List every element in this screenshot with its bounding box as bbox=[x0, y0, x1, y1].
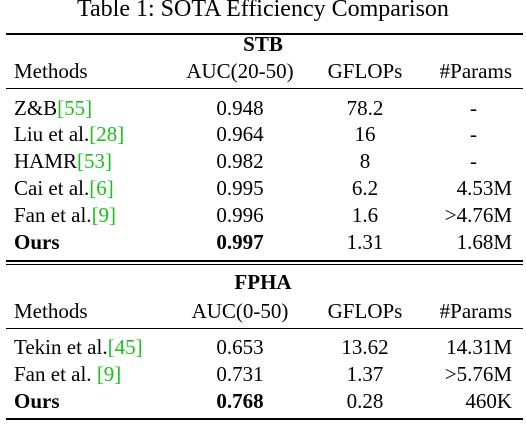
table-row: HAMR[53] 0.982 8 - bbox=[0, 148, 526, 174]
fpha-header-rule bbox=[6, 328, 523, 329]
fpha-header-params: #Params bbox=[439, 299, 512, 323]
gflops-value: 1.31 bbox=[346, 230, 384, 254]
mid-rule-a bbox=[6, 260, 523, 262]
params-value: - bbox=[470, 122, 477, 146]
fpha-header-auc: AUC(0-50) bbox=[191, 299, 289, 323]
auc-value: 0.768 bbox=[216, 389, 264, 413]
method-name: Cai et al. bbox=[14, 176, 90, 200]
gflops-value: 13.62 bbox=[341, 335, 389, 359]
table-row: Liu et al.[28] 0.964 16 - bbox=[0, 121, 526, 147]
table-row: Fan et al. [9] 0.731 1.37 >5.76M bbox=[0, 361, 526, 387]
citation-link[interactable]: [9] bbox=[91, 203, 117, 227]
stb-header-methods: Methods bbox=[14, 59, 88, 83]
citation-link[interactable]: [9] bbox=[96, 362, 122, 386]
params-value: 14.31M bbox=[446, 335, 512, 359]
params-value: >5.76M bbox=[444, 362, 512, 386]
table-row: Z&B[55] 0.948 78.2 - bbox=[0, 95, 526, 121]
stb-section-title: STB bbox=[243, 32, 283, 56]
fpha-header-row: Methods AUC(0-50) GFLOPs #Params bbox=[0, 298, 526, 324]
gflops-value: 1.6 bbox=[351, 203, 379, 227]
params-value: - bbox=[470, 96, 477, 120]
auc-value: 0.653 bbox=[216, 335, 264, 359]
method-name: Tekin et al. bbox=[14, 335, 108, 359]
method-name: Ours bbox=[14, 230, 60, 254]
method-name: Fan et al. bbox=[14, 362, 97, 386]
auc-value: 0.995 bbox=[216, 176, 264, 200]
bottom-rule bbox=[6, 418, 523, 420]
table-row: Fan et al.[9] 0.996 1.6 >4.76M bbox=[0, 202, 526, 228]
method-name: Z&B bbox=[14, 96, 58, 120]
mid-rule-b bbox=[6, 264, 523, 265]
table-row: Tekin et al.[45] 0.653 13.62 14.31M bbox=[0, 334, 526, 360]
fpha-header-gflops: GFLOPs bbox=[327, 299, 403, 323]
params-value: 4.53M bbox=[456, 176, 512, 200]
fpha-header-methods: Methods bbox=[14, 299, 88, 323]
gflops-value: 0.28 bbox=[346, 389, 384, 413]
auc-value: 0.964 bbox=[216, 122, 264, 146]
gflops-value: 6.2 bbox=[351, 176, 379, 200]
gflops-value: 8 bbox=[359, 149, 371, 173]
citation-link[interactable]: [53] bbox=[77, 149, 113, 173]
gflops-value: 78.2 bbox=[346, 96, 384, 120]
method-name: Liu et al. bbox=[14, 122, 90, 146]
citation-link[interactable]: [28] bbox=[89, 122, 125, 146]
stb-header-params: #Params bbox=[439, 59, 512, 83]
auc-value: 0.997 bbox=[216, 230, 264, 254]
stb-header-gflops: GFLOPs bbox=[327, 59, 403, 83]
auc-value: 0.948 bbox=[216, 96, 264, 120]
fpha-section-title: FPHA bbox=[234, 270, 292, 294]
table-row: Cai et al.[6] 0.995 6.2 4.53M bbox=[0, 175, 526, 201]
params-value: 1.68M bbox=[456, 230, 512, 254]
method-name: Fan et al. bbox=[14, 203, 92, 227]
citation-link[interactable]: [45] bbox=[107, 335, 143, 359]
auc-value: 0.996 bbox=[216, 203, 264, 227]
table-row-ours: Ours 0.768 0.28 460K bbox=[0, 388, 526, 414]
table-row-ours: Ours 0.997 1.31 1.68M bbox=[0, 229, 526, 255]
params-value: - bbox=[470, 149, 477, 173]
stb-header-auc: AUC(20-50) bbox=[186, 59, 294, 83]
method-name: HAMR bbox=[14, 149, 78, 173]
gflops-value: 16 bbox=[354, 122, 376, 146]
table-caption: Table 1: SOTA Efficiency Comparison bbox=[77, 0, 449, 22]
citation-link[interactable]: [55] bbox=[57, 96, 93, 120]
stb-header-rule bbox=[6, 88, 523, 89]
method-name: Ours bbox=[14, 389, 60, 413]
citation-link[interactable]: [6] bbox=[89, 176, 114, 200]
stb-header-row: Methods AUC(20-50) GFLOPs #Params bbox=[0, 58, 526, 84]
auc-value: 0.982 bbox=[216, 149, 264, 173]
params-value: >4.76M bbox=[444, 203, 512, 227]
gflops-value: 1.37 bbox=[346, 362, 384, 386]
top-rule bbox=[6, 33, 523, 35]
params-value: 460K bbox=[465, 389, 512, 413]
auc-value: 0.731 bbox=[216, 362, 264, 386]
